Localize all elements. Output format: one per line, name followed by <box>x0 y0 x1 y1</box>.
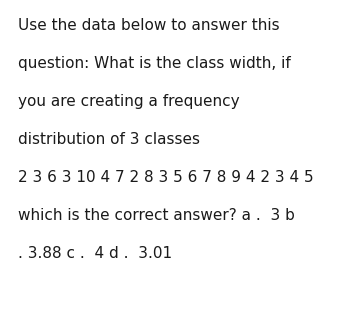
Text: 2 3 6 3 10 4 7 2 8 3 5 6 7 8 9 4 2 3 4 5: 2 3 6 3 10 4 7 2 8 3 5 6 7 8 9 4 2 3 4 5 <box>18 170 314 185</box>
Text: you are creating a frequency: you are creating a frequency <box>18 94 240 109</box>
Text: Use the data below to answer this: Use the data below to answer this <box>18 18 280 33</box>
Text: question: What is the class width, if: question: What is the class width, if <box>18 56 291 71</box>
Text: . 3.88 c .  4 d .  3.01: . 3.88 c . 4 d . 3.01 <box>18 246 172 261</box>
Text: which is the correct answer? a .  3 b: which is the correct answer? a . 3 b <box>18 208 295 223</box>
Text: distribution of 3 classes: distribution of 3 classes <box>18 132 200 147</box>
